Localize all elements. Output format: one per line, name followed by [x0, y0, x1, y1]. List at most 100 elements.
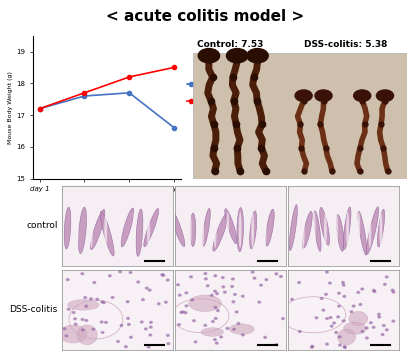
- Circle shape: [251, 271, 254, 273]
- Ellipse shape: [335, 212, 338, 248]
- Circle shape: [111, 296, 114, 298]
- Circle shape: [311, 346, 314, 347]
- Circle shape: [127, 317, 129, 319]
- Circle shape: [161, 274, 164, 276]
- DSS
(n=5): [172, 126, 177, 130]
- Circle shape: [162, 274, 165, 276]
- Circle shape: [182, 311, 185, 313]
- Circle shape: [90, 298, 92, 300]
- Circle shape: [231, 278, 234, 280]
- Ellipse shape: [237, 207, 243, 252]
- Circle shape: [322, 309, 325, 311]
- Circle shape: [148, 289, 151, 291]
- Circle shape: [295, 90, 312, 101]
- Ellipse shape: [314, 211, 321, 251]
- Circle shape: [326, 318, 328, 320]
- Circle shape: [67, 308, 70, 310]
- Ellipse shape: [349, 311, 368, 326]
- control
(n=3): [172, 65, 177, 70]
- Ellipse shape: [281, 297, 346, 333]
- Circle shape: [185, 292, 188, 294]
- Circle shape: [67, 278, 69, 281]
- Circle shape: [338, 305, 340, 307]
- Circle shape: [326, 343, 328, 345]
- Circle shape: [85, 320, 88, 321]
- Circle shape: [320, 297, 323, 300]
- Ellipse shape: [79, 207, 86, 253]
- Circle shape: [378, 313, 380, 315]
- Ellipse shape: [203, 208, 210, 246]
- Circle shape: [365, 327, 368, 329]
- Circle shape: [141, 321, 143, 323]
- Circle shape: [376, 90, 393, 101]
- Circle shape: [353, 90, 371, 101]
- Ellipse shape: [172, 299, 229, 333]
- Circle shape: [260, 284, 262, 286]
- Circle shape: [222, 277, 224, 278]
- Circle shape: [342, 282, 344, 283]
- Ellipse shape: [226, 212, 229, 248]
- Circle shape: [74, 323, 77, 325]
- Circle shape: [210, 294, 213, 296]
- Ellipse shape: [377, 209, 385, 247]
- Ellipse shape: [313, 212, 316, 248]
- Circle shape: [217, 310, 219, 312]
- Ellipse shape: [189, 212, 192, 248]
- Legend: DSS
(n=5), control
(n=3): DSS (n=5), control (n=3): [184, 75, 228, 111]
- DSS
(n=5): [127, 91, 132, 95]
- Circle shape: [65, 335, 68, 337]
- Circle shape: [359, 303, 362, 306]
- Circle shape: [329, 317, 332, 318]
- Ellipse shape: [190, 213, 196, 246]
- DSS
(n=5): [37, 106, 42, 111]
- Circle shape: [222, 286, 225, 288]
- Ellipse shape: [367, 207, 379, 254]
- Circle shape: [352, 305, 355, 307]
- Circle shape: [338, 336, 341, 338]
- Circle shape: [233, 328, 236, 330]
- Ellipse shape: [121, 208, 134, 247]
- Circle shape: [392, 320, 395, 322]
- Text: < acute colitis model >: < acute colitis model >: [106, 9, 305, 24]
- Circle shape: [386, 329, 388, 331]
- Circle shape: [215, 342, 218, 344]
- Circle shape: [142, 299, 144, 301]
- Circle shape: [105, 321, 107, 323]
- Circle shape: [344, 347, 346, 348]
- Circle shape: [247, 49, 268, 63]
- Circle shape: [96, 298, 99, 300]
- Circle shape: [282, 318, 284, 320]
- control
(n=3): [37, 106, 42, 111]
- Circle shape: [150, 326, 152, 328]
- Circle shape: [150, 321, 152, 323]
- Ellipse shape: [324, 212, 327, 248]
- Circle shape: [237, 322, 240, 325]
- Ellipse shape: [76, 212, 79, 248]
- Circle shape: [381, 333, 384, 336]
- Circle shape: [145, 287, 148, 289]
- Circle shape: [391, 289, 394, 291]
- Ellipse shape: [64, 207, 71, 249]
- Circle shape: [214, 290, 216, 292]
- Ellipse shape: [201, 328, 224, 336]
- Circle shape: [275, 273, 278, 275]
- Circle shape: [361, 288, 364, 290]
- Bar: [193, 53, 407, 178]
- Ellipse shape: [336, 215, 344, 251]
- Circle shape: [258, 301, 261, 303]
- Circle shape: [373, 291, 376, 292]
- Ellipse shape: [77, 325, 97, 345]
- Circle shape: [109, 275, 111, 277]
- Ellipse shape: [59, 325, 87, 343]
- Circle shape: [101, 332, 104, 333]
- Circle shape: [81, 273, 84, 275]
- Circle shape: [226, 49, 248, 63]
- Ellipse shape: [302, 212, 305, 248]
- Circle shape: [343, 346, 346, 348]
- Circle shape: [63, 328, 66, 330]
- Circle shape: [232, 301, 235, 303]
- Circle shape: [326, 271, 328, 273]
- DSS
(n=5): [82, 94, 87, 98]
- Circle shape: [330, 325, 333, 327]
- Circle shape: [129, 272, 132, 273]
